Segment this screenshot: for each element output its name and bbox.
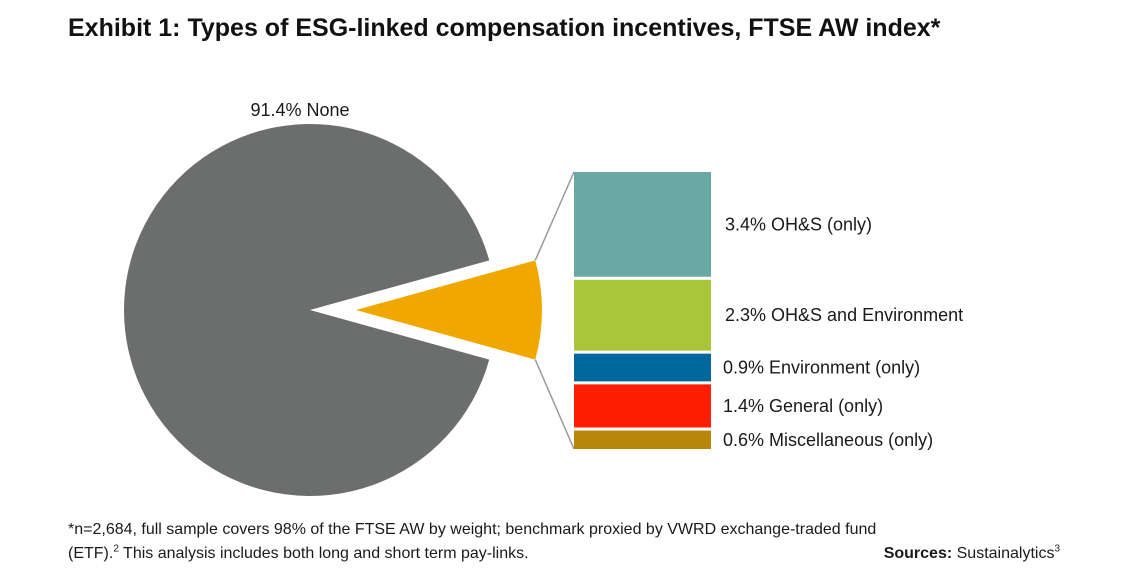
sources-label: Sources: — [883, 545, 953, 562]
bar-label-2: 2.3% OH&S and Environment — [725, 305, 963, 325]
footnote-ref-2: 2 — [113, 543, 119, 555]
pie — [124, 123, 542, 497]
connector-lines — [534, 171, 575, 450]
bar-label-4: 1.4% General (only) — [723, 396, 883, 416]
bar-segment-miscellaneous-only — [574, 430, 711, 449]
sources-ref: 3 — [1054, 543, 1060, 555]
connector-line-bottom — [534, 359, 575, 450]
bar-label-5: 0.6% Miscellaneous (only) — [723, 430, 933, 450]
pie-label-none: 91.4% None — [250, 100, 349, 120]
bar-segment-general-only — [574, 384, 711, 428]
bar-segment-environment-only — [574, 353, 711, 382]
bar-segment-oh-s-only — [574, 172, 711, 277]
sources-note: Sources: Sustainalytics3 — [884, 542, 1060, 566]
pie-slice-esg-linked — [356, 260, 542, 360]
bar-segment-oh-s-and-environment — [574, 279, 711, 351]
bar-label-1: 3.4% OH&S (only) — [725, 214, 872, 234]
footnote: *n=2,684, full sample covers 98% of the … — [68, 518, 1068, 566]
stacked-bar — [574, 172, 711, 449]
sources-text: Sustainalytics — [952, 545, 1055, 562]
pie-slice-none — [124, 123, 490, 497]
footnote-line-2a: (ETF). — [68, 545, 114, 562]
bar-label-3: 0.9% Environment (only) — [723, 358, 920, 378]
footnote-line-1: *n=2,684, full sample covers 98% of the … — [68, 521, 877, 538]
chart-title: Exhibit 1: Types of ESG-linked compensat… — [68, 14, 941, 42]
data-labels: 91.4% None 3.4% OH&S (only) 2.3% OH&S and … — [250, 100, 963, 450]
footnote-line-2b: This analysis includes both long and sho… — [118, 545, 529, 562]
connector-line-top — [534, 171, 575, 261]
